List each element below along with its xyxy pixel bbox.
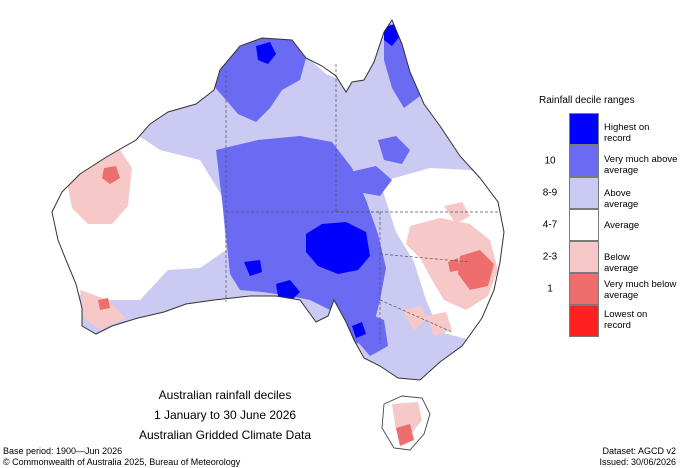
legend-range-average: 4-7 xyxy=(542,219,558,231)
legend-range-above: 8-9 xyxy=(542,187,558,199)
issued-text: Issued: 30/06/2026 xyxy=(599,457,676,467)
tasmania-region xyxy=(381,395,431,451)
caption-source: Australian Gridded Climate Data xyxy=(138,428,312,442)
legend-label-very-much-below: Very much below average xyxy=(604,279,677,301)
legend-label-very-much-above: Very much above average xyxy=(604,154,678,176)
dataset-text: Dataset: AGCD v2 xyxy=(602,446,676,456)
legend-label-below: Below average xyxy=(604,252,639,274)
legend-swatch-average xyxy=(569,209,599,241)
legend-label-lowest: Lowest on record xyxy=(604,309,648,331)
legend-swatch-highest xyxy=(569,113,599,145)
state-borders xyxy=(225,64,498,344)
legend-range-very-much-above: 10 xyxy=(544,155,556,167)
legend-swatch-very-much-above xyxy=(569,145,599,177)
caption-title: Australian rainfall deciles xyxy=(158,388,292,402)
base-period-text: Base period: 1900—Jun 2026 xyxy=(3,446,123,456)
legend-swatch-lowest xyxy=(569,305,599,337)
legend-swatch-very-much-below xyxy=(569,273,599,305)
coastline xyxy=(51,18,505,381)
legend-range-very-much-below: 1 xyxy=(547,283,553,295)
legend-label-highest: Highest on record xyxy=(604,122,650,144)
legend-swatch-below xyxy=(569,241,599,273)
mainland-region xyxy=(52,20,504,380)
copyright-text: © Commonwealth of Australia 2025, Bureau… xyxy=(3,457,241,467)
legend-title: Rainfall decile ranges xyxy=(539,95,635,106)
caption-period: 1 January to 30 June 2026 xyxy=(153,408,297,422)
legend-range-below: 2-3 xyxy=(542,251,558,263)
legend-label-average: Average xyxy=(604,220,640,231)
legend-swatch-above xyxy=(569,177,599,209)
legend-label-above: Above average xyxy=(604,188,639,210)
map-caption: Australian rainfall deciles 1 January to… xyxy=(105,385,345,445)
